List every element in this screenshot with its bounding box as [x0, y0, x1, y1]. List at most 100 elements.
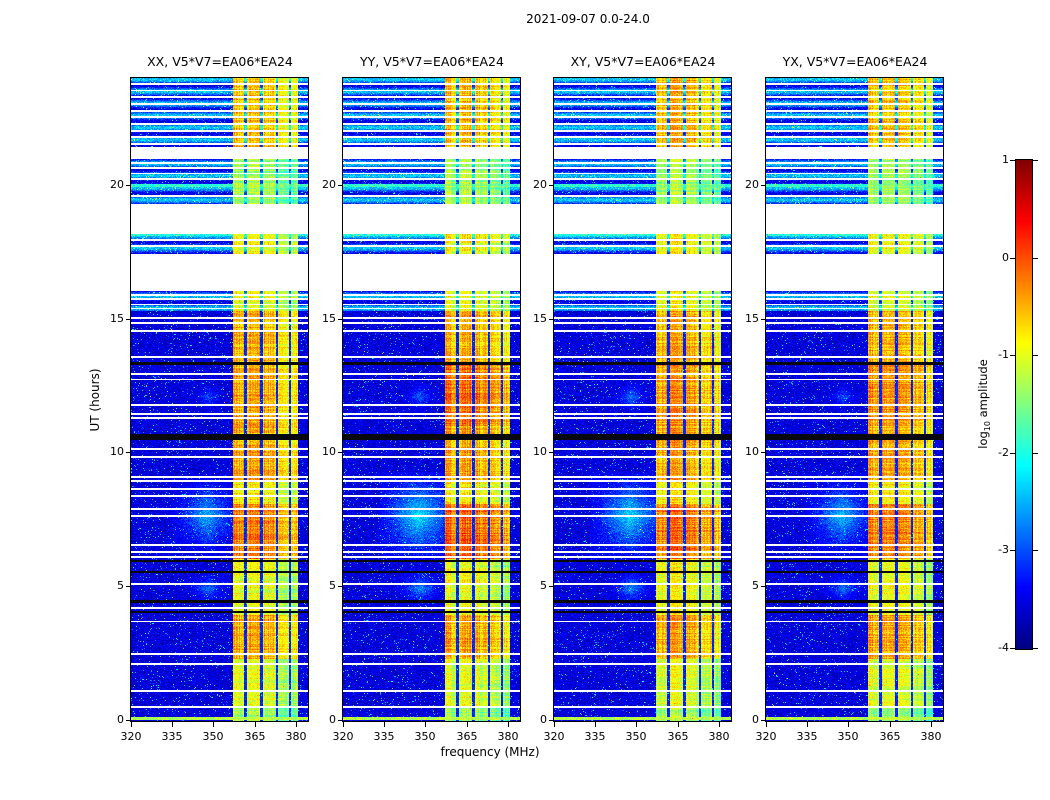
x-tick-label: 335 — [584, 730, 606, 743]
colorbar-canvas — [1016, 160, 1032, 649]
x-tick-mark — [213, 722, 214, 727]
y-tick-mark — [126, 720, 131, 721]
colorbar-tick-mark — [1010, 550, 1015, 551]
colorbar-tick-label: 1 — [1002, 153, 1009, 166]
x-tick-mark — [719, 722, 720, 727]
colorbar-tick-mark — [1033, 648, 1038, 649]
colorbar-label-suffix: amplitude — [975, 359, 990, 422]
y-tick-label: 20 — [322, 178, 336, 191]
panel-title-xy: XY, V5*V7=EA06*EA24 — [570, 54, 716, 69]
colorbar — [1015, 159, 1033, 650]
y-tick-label: 0 — [117, 713, 124, 726]
colorbar-tick-label: 0 — [1002, 251, 1009, 264]
y-tick-label: 10 — [110, 445, 124, 458]
x-tick-label: 335 — [796, 730, 818, 743]
colorbar-tick-mark — [1033, 550, 1038, 551]
y-axis-label: UT (hours) — [88, 368, 102, 432]
y-tick-label: 15 — [533, 312, 547, 325]
x-tick-mark — [595, 722, 596, 727]
y-tick-label: 0 — [329, 713, 336, 726]
colorbar-label: log10 amplitude — [976, 359, 992, 449]
y-tick-label: 5 — [329, 579, 336, 592]
x-tick-mark — [807, 722, 808, 727]
colorbar-tick-mark — [1033, 355, 1038, 356]
colorbar-tick-label: -1 — [998, 348, 1009, 361]
y-tick-mark — [761, 586, 766, 587]
spectrogram-canvas-xx — [131, 78, 308, 721]
y-tick-label: 15 — [110, 312, 124, 325]
y-tick-mark — [549, 720, 554, 721]
x-tick-mark — [678, 722, 679, 727]
y-tick-label: 5 — [752, 579, 759, 592]
y-tick-mark — [126, 185, 131, 186]
x-tick-label: 320 — [755, 730, 777, 743]
colorbar-tick-label: -2 — [998, 446, 1009, 459]
y-tick-mark — [338, 586, 343, 587]
y-tick-mark — [338, 452, 343, 453]
x-tick-label: 365 — [456, 730, 478, 743]
y-tick-label: 10 — [322, 445, 336, 458]
x-tick-mark — [255, 722, 256, 727]
x-tick-mark — [508, 722, 509, 727]
x-tick-mark — [425, 722, 426, 727]
x-tick-label: 320 — [120, 730, 142, 743]
colorbar-tick-mark — [1033, 160, 1038, 161]
x-tick-mark — [554, 722, 555, 727]
x-tick-label: 350 — [625, 730, 647, 743]
x-tick-mark — [766, 722, 767, 727]
x-tick-label: 380 — [708, 730, 730, 743]
colorbar-tick-mark — [1010, 258, 1015, 259]
x-tick-label: 335 — [373, 730, 395, 743]
y-tick-label: 10 — [533, 445, 547, 458]
y-tick-mark — [126, 452, 131, 453]
figure-title: 2021-09-07 0.0-24.0 — [526, 12, 650, 26]
y-tick-mark — [549, 452, 554, 453]
colorbar-tick-mark — [1010, 355, 1015, 356]
y-tick-label: 0 — [752, 713, 759, 726]
y-tick-label: 20 — [745, 178, 759, 191]
y-tick-mark — [549, 586, 554, 587]
colorbar-tick-mark — [1033, 453, 1038, 454]
plot-area-yx — [765, 77, 944, 722]
x-axis-label: frequency (MHz) — [440, 745, 540, 759]
x-tick-mark — [890, 722, 891, 727]
colorbar-tick-mark — [1010, 648, 1015, 649]
x-tick-mark — [636, 722, 637, 727]
x-tick-mark — [343, 722, 344, 727]
plot-area-yy — [342, 77, 521, 722]
colorbar-tick-mark — [1033, 258, 1038, 259]
plot-area-xy — [553, 77, 732, 722]
y-tick-mark — [761, 319, 766, 320]
y-tick-label: 20 — [533, 178, 547, 191]
spectrogram-canvas-yy — [343, 78, 520, 721]
y-tick-label: 20 — [110, 178, 124, 191]
x-tick-label: 380 — [497, 730, 519, 743]
y-tick-mark — [549, 319, 554, 320]
x-tick-label: 365 — [244, 730, 266, 743]
x-tick-label: 350 — [837, 730, 859, 743]
x-tick-label: 365 — [667, 730, 689, 743]
x-tick-mark — [172, 722, 173, 727]
panel-title-yx: YX, V5*V7=EA06*EA24 — [782, 54, 928, 69]
colorbar-tick-mark — [1010, 160, 1015, 161]
y-tick-mark — [338, 720, 343, 721]
y-tick-label: 5 — [117, 579, 124, 592]
panel-title-xx: XX, V5*V7=EA06*EA24 — [147, 54, 293, 69]
y-tick-mark — [761, 185, 766, 186]
x-tick-mark — [931, 722, 932, 727]
x-tick-label: 320 — [332, 730, 354, 743]
y-tick-mark — [761, 720, 766, 721]
plot-area-xx — [130, 77, 309, 722]
x-tick-mark — [384, 722, 385, 727]
y-tick-mark — [126, 319, 131, 320]
y-tick-label: 15 — [322, 312, 336, 325]
y-tick-mark — [126, 586, 131, 587]
x-tick-label: 350 — [414, 730, 436, 743]
spectrogram-canvas-yx — [766, 78, 943, 721]
colorbar-tick-label: -3 — [998, 543, 1009, 556]
colorbar-tick-mark — [1010, 453, 1015, 454]
y-tick-mark — [338, 319, 343, 320]
x-tick-label: 335 — [161, 730, 183, 743]
spectrogram-canvas-xy — [554, 78, 731, 721]
